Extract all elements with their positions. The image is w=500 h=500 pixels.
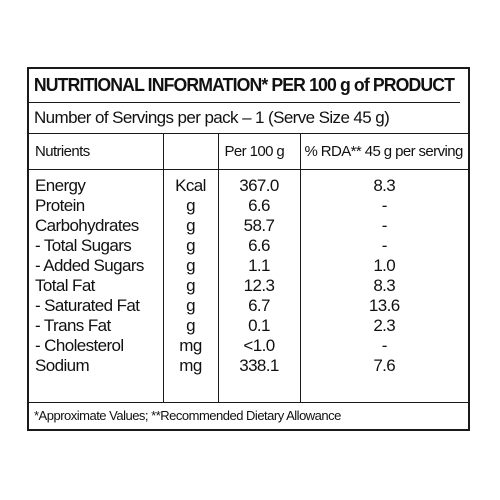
nutrient-per-100g: 12.3 [218,276,301,296]
nutrient-per-100g: 58.7 [218,216,301,236]
nutrient-name: - Saturated Fat [29,296,164,316]
nutrient-name: Carbohydrates [29,216,164,236]
nutrient-name: Protein [29,196,164,216]
nutrient-unit: g [163,276,219,296]
nutrient-rda: 7.6 [373,356,396,375]
table-header-row: Nutrients Per 100 g % RDA** 45 g per ser… [29,133,468,170]
table-body: Energy Kcal 367.0 8.3 Protein g 6.6- Carbohydra… [29,169,468,403]
nutrient-rda: 1.0 [373,256,396,275]
nutrient-rda: 13.6 [368,296,400,315]
header-rda: % RDA** 45 g per serving [300,133,468,170]
nutrient-unit: Kcal [163,169,219,196]
table-row: - Trans Fat g 0.1 2.3 [29,316,468,336]
nutrient-per-100g: 0.1 [218,316,301,336]
nutrient-rda: - [381,236,388,255]
nutrient-rda: - [381,336,388,355]
nutrient-name: Total Fat [29,276,164,296]
nutrient-per-100g: 367.0 [218,169,301,196]
nutrient-per-100g: 6.6 [218,196,301,216]
table-row: Energy Kcal 367.0 8.3 [29,169,468,196]
nutrient-rda: 2.3 [373,316,396,335]
nutrient-per-100g: 338.1 [218,356,301,376]
nutrient-unit: g [163,316,219,336]
nutrient-unit: g [163,296,219,316]
nutrient-unit: g [163,236,219,256]
table-spacer-row [29,376,468,403]
nutrient-unit: mg [163,356,219,376]
table-row: - Cholesterol mg <1.0 - [29,336,468,356]
spacer-cell [29,376,164,403]
nutrient-unit: mg [163,336,219,356]
table-row: - Total Sugars g 6.6 - [29,236,468,256]
nutrient-rda: 8.3 [373,176,396,195]
spacer-cell [300,376,468,403]
nutrient-rda: - [381,196,388,215]
nutrient-name: - Trans Fat [29,316,164,336]
table-row: Sodium mg 338.1 7.6 [29,356,468,376]
nutrient-name: Energy [29,169,164,196]
nutrient-name: - Added Sugars [29,256,164,276]
servings-info: Number of Servings per pack – 1 (Serve S… [29,102,468,134]
nutrient-unit: g [163,256,219,276]
nutrient-unit: g [163,196,219,216]
nutrient-per-100g: <1.0 [218,336,301,356]
table-row: Total Fat g 12.3 8.3 [29,276,468,296]
spacer-cell [163,376,219,403]
nutrient-per-100g: 6.7 [218,296,301,316]
footnote: *Approximate Values; **Recommended Dieta… [29,402,468,429]
header-nutrients: Nutrients [29,133,164,170]
nutrition-table: Nutrients Per 100 g % RDA** 45 g per ser… [29,133,468,403]
panel-title: NUTRITIONAL INFORMATION* PER 100 g of PR… [29,69,461,103]
nutrient-per-100g: 1.1 [218,256,301,276]
nutrient-name: - Total Sugars [29,236,164,256]
table-row: Protein g 6.6 - [29,196,468,216]
nutrient-name: Sodium [29,356,164,376]
nutrient-per-100g: 6.6 [218,236,301,256]
header-per-100g: Per 100 g [218,133,301,170]
table-row: Carbohydrates g 58.7 - [29,216,468,236]
spacer-cell [218,376,301,403]
nutrition-panel: NUTRITIONAL INFORMATION* PER 100 g of PR… [27,67,470,431]
nutrient-name: - Cholesterol [29,336,164,356]
nutrient-unit: g [163,216,219,236]
table-row: - Saturated Fat g 6.7 13.6 [29,296,468,316]
header-unit [163,133,219,170]
nutrient-rda: 8.3 [373,276,396,295]
table-row: - Added Sugars g 1.1 1.0 [29,256,468,276]
nutrient-rda: - [381,216,388,235]
